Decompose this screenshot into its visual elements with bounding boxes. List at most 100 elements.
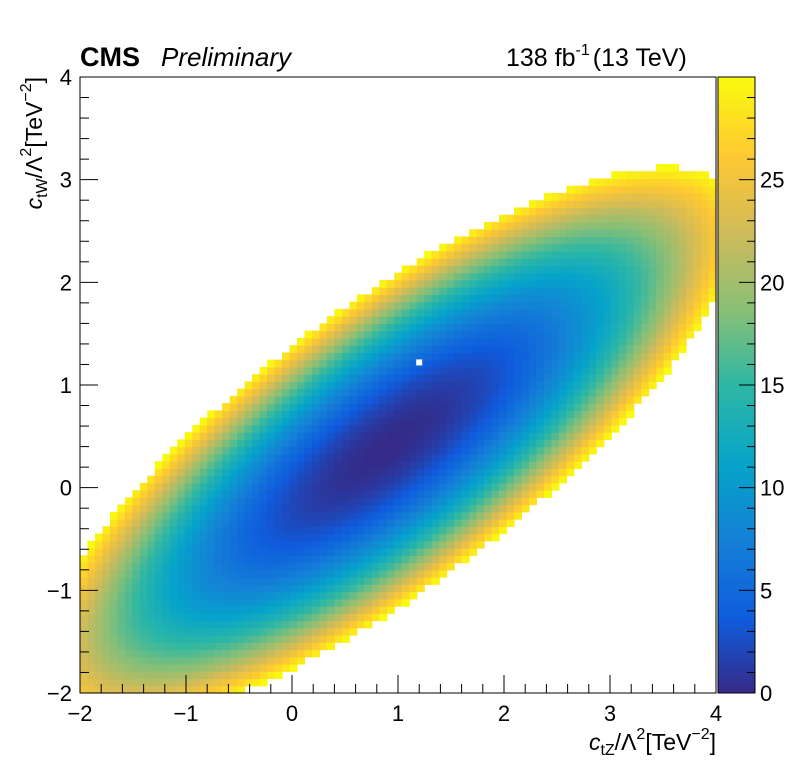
heatmap-cell — [162, 606, 171, 614]
heatmap-cell — [244, 453, 253, 462]
heatmap-cell — [124, 664, 133, 672]
heatmap-cell — [566, 395, 575, 404]
heatmap-cell — [199, 540, 208, 549]
heatmap-cell — [267, 497, 276, 506]
heatmap-cell — [603, 236, 612, 245]
heatmap-cell — [626, 221, 635, 230]
heatmap-cell — [401, 446, 410, 455]
heatmap-cell — [678, 308, 687, 317]
heatmap-cell — [94, 656, 104, 665]
heatmap-cell — [656, 345, 665, 353]
x-tick-label: 4 — [710, 701, 722, 726]
heatmap-cell — [469, 294, 478, 303]
heatmap-cell — [147, 591, 156, 600]
heatmap-cell — [147, 642, 156, 651]
heatmap-cell — [588, 410, 597, 419]
heatmap-cell — [319, 635, 328, 643]
heatmap-cell — [566, 439, 575, 448]
heatmap-cell — [454, 352, 463, 361]
heatmap-cell — [296, 345, 306, 353]
heatmap-cell — [192, 591, 201, 600]
heatmap-cell — [551, 417, 560, 426]
heatmap-cell — [94, 613, 104, 622]
heatmap-cell — [573, 229, 582, 238]
heatmap-cell — [229, 598, 238, 607]
heatmap-cell — [499, 381, 508, 390]
heatmap-cell — [169, 475, 178, 484]
heatmap-cell — [528, 374, 538, 382]
heatmap-cell — [491, 229, 500, 238]
heatmap-cell — [671, 272, 680, 281]
heatmap-cell — [573, 272, 582, 281]
heatmap-cell — [102, 555, 111, 564]
heatmap-cell — [394, 548, 403, 556]
heatmap-cell — [222, 671, 231, 680]
heatmap-cell — [102, 606, 111, 614]
heatmap-cell — [656, 214, 665, 223]
heatmap-cell — [214, 635, 223, 643]
heatmap-cell — [573, 323, 582, 332]
heatmap-cell — [633, 265, 642, 274]
heatmap-cell — [139, 671, 148, 680]
heatmap-cell — [424, 272, 433, 281]
heatmap-cell — [214, 649, 223, 658]
heatmap-cell — [214, 598, 223, 607]
heatmap-cell — [296, 374, 306, 382]
heatmap-cell — [536, 374, 545, 382]
heatmap-cell — [289, 482, 298, 491]
colorbar-tick-label: 0 — [760, 681, 772, 706]
heatmap-cell — [102, 678, 111, 687]
heatmap-cell — [274, 664, 283, 672]
heatmap-cell — [304, 410, 313, 419]
heatmap-cell — [117, 664, 126, 672]
heatmap-cell — [192, 620, 201, 629]
heatmap-cell — [521, 308, 530, 317]
heatmap-cell — [461, 439, 470, 448]
heatmap-cell — [566, 243, 575, 252]
heatmap-cell — [581, 272, 590, 281]
colorbar-tick-label: 5 — [760, 578, 772, 603]
heatmap-cell — [521, 366, 530, 375]
heatmap-cell — [289, 424, 298, 433]
heatmap-cell — [596, 417, 605, 426]
heatmap-cell — [431, 526, 440, 535]
heatmap-cell — [356, 598, 365, 607]
heatmap-cell — [469, 337, 478, 346]
heatmap-cell — [379, 555, 388, 564]
heatmap-cell — [386, 279, 395, 288]
heatmap-cell — [469, 301, 478, 310]
heatmap-cell — [446, 446, 455, 455]
heatmap-cell — [349, 519, 358, 527]
heatmap-cell — [484, 337, 493, 346]
experiment-label: CMS — [80, 42, 140, 72]
heatmap-cell — [199, 555, 208, 564]
heatmap-cell — [162, 642, 171, 651]
heatmap-cell — [162, 678, 171, 687]
heatmap-cell — [147, 497, 156, 506]
heatmap-cell — [484, 511, 493, 520]
heatmap-cell — [267, 490, 276, 498]
heatmap-cell — [237, 685, 246, 694]
heatmap-cell — [154, 591, 163, 600]
heatmap-cell — [371, 308, 380, 317]
heatmap-cell — [132, 569, 141, 578]
heatmap-cell — [454, 410, 463, 419]
heatmap-cell — [356, 569, 365, 578]
heatmap-cell — [416, 533, 425, 542]
heatmap-cell — [439, 446, 448, 455]
heatmap-cell — [431, 439, 440, 448]
heatmap-cell — [326, 504, 335, 513]
heatmap-cell — [536, 250, 545, 259]
heatmap-cell — [671, 221, 680, 230]
heatmap-cell — [184, 475, 193, 484]
heatmap-cell — [199, 526, 208, 535]
heatmap-cell — [588, 316, 597, 324]
heatmap-cell — [491, 272, 500, 281]
heatmap-cell — [177, 562, 186, 571]
heatmap-cell — [394, 439, 403, 448]
heatmap-cell — [424, 279, 433, 288]
heatmap-cell — [349, 424, 358, 433]
heatmap-cell — [513, 432, 523, 440]
heatmap-cell — [371, 410, 380, 419]
heatmap-cell — [371, 461, 380, 469]
